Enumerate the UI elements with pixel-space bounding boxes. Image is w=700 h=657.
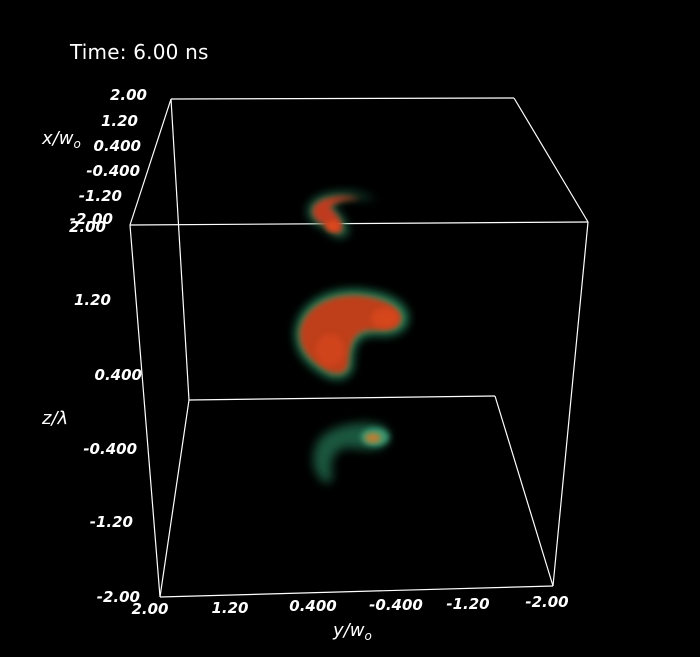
x-axis-title: x/wo — [41, 128, 81, 151]
x-axis-tick: -0.400 — [86, 162, 140, 180]
box-edge — [494, 395, 554, 587]
x-axis-tick: 0.400 — [94, 137, 141, 155]
box-edge — [188, 395, 496, 401]
y-axis-tick: -2.00 — [525, 593, 568, 611]
box-edge — [159, 399, 190, 598]
z-axis-tick: -0.400 — [83, 440, 137, 458]
z-axis-tick: -2.00 — [97, 588, 140, 606]
y-axis-tick: 1.20 — [211, 599, 248, 617]
volume-feature-bottom — [313, 423, 390, 483]
volume-feature-top — [308, 192, 378, 237]
x-axis: 2.00 1.20 0.400 -0.400 -1.20 -2.00 x/wo — [41, 86, 147, 228]
z-axis: 2.00 1.20 0.400 -0.400 -1.20 -2.00 z/λ — [41, 218, 142, 606]
x-axis-tick: -2.00 — [70, 210, 113, 228]
z-axis-tick: -1.20 — [90, 513, 133, 531]
box-edge — [552, 221, 589, 587]
z-axis-tick: 1.20 — [74, 291, 111, 309]
x-axis-tick: -1.20 — [79, 187, 122, 205]
y-axis-tick: 0.400 — [289, 597, 336, 615]
y-axis-tick: -1.20 — [446, 595, 489, 613]
box-edge — [170, 98, 190, 401]
box-edge — [129, 98, 172, 226]
time-label: Time: 6.00 ns — [70, 40, 209, 64]
volume-feature-middle — [295, 289, 408, 379]
z-axis-tick: 0.400 — [95, 366, 142, 384]
y-axis-title: y/wo — [332, 620, 372, 643]
x-axis-tick: 1.20 — [101, 112, 138, 130]
box-edge — [159, 585, 554, 598]
box-edge — [513, 97, 589, 223]
z-axis-title: z/λ — [41, 408, 68, 429]
y-axis-tick: -0.400 — [369, 596, 423, 614]
bounding-box — [129, 97, 589, 598]
z-axis-tick: 2.00 — [69, 218, 106, 236]
box-edge — [170, 97, 515, 100]
box-edge — [129, 224, 161, 598]
y-axis-tick: 2.00 — [131, 600, 168, 618]
x-axis-tick: 2.00 — [110, 86, 147, 104]
y-axis: 2.00 1.20 0.400 -0.400 -1.20 -2.00 y/wo — [131, 593, 568, 643]
box-edge — [129, 221, 589, 226]
